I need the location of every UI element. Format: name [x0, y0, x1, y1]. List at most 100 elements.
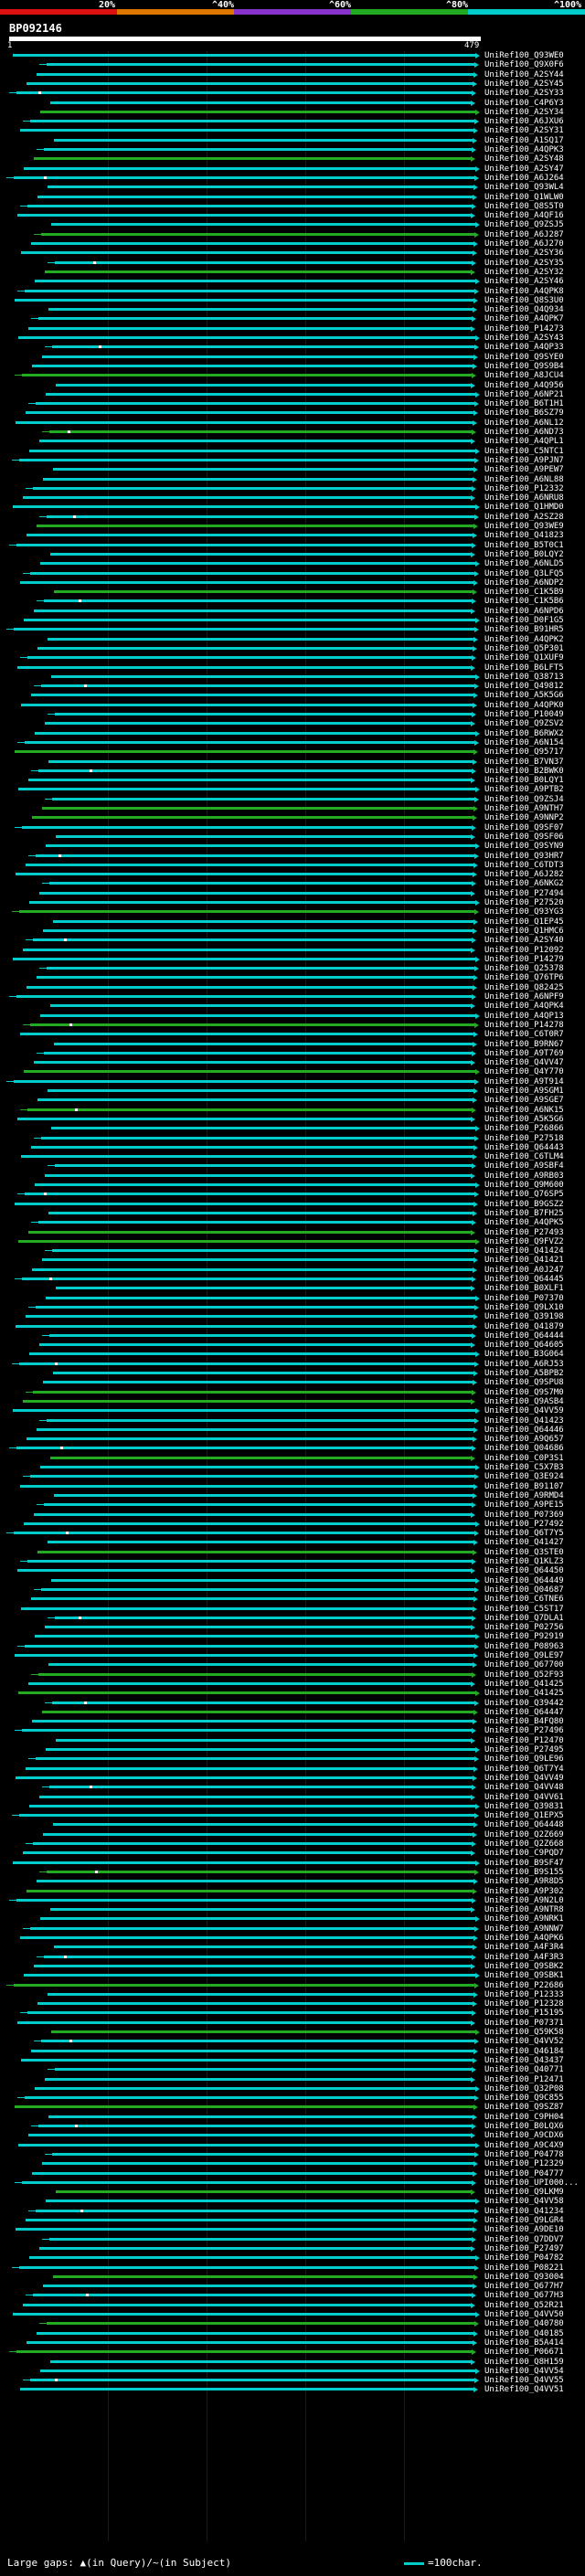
hit-row[interactable]: UniRef100_A4QP33: [0, 343, 585, 352]
hit-row[interactable]: UniRef100_B9GSZ2: [0, 1200, 585, 1209]
hit-label[interactable]: UniRef100_B91107: [484, 1482, 564, 1491]
hit-row[interactable]: UniRef100_Q8H159: [0, 2358, 585, 2367]
hit-label[interactable]: UniRef100_B0LQX6: [484, 2122, 564, 2131]
hit-label[interactable]: UniRef100_B3G064: [484, 1350, 564, 1359]
hit-label[interactable]: UniRef100_Q9ZSJ4: [484, 795, 564, 804]
hit-row[interactable]: UniRef100_A6RJ53: [0, 1360, 585, 1369]
hit-label[interactable]: UniRef100_Q9S9B4: [484, 362, 564, 371]
hit-row[interactable]: UniRef100_Q9ZSJ5: [0, 220, 585, 229]
hit-row[interactable]: UniRef100_Q25378: [0, 964, 585, 973]
hit-row[interactable]: UniRef100_A9RB03: [0, 1171, 585, 1181]
hit-label[interactable]: UniRef100_Q6T7Y5: [484, 1529, 564, 1538]
hit-label[interactable]: UniRef100_A2SY45: [484, 80, 564, 89]
hit-label[interactable]: UniRef100_Q1KLZ3: [484, 1557, 564, 1566]
hit-row[interactable]: UniRef100_A9NNP2: [0, 813, 585, 822]
hit-row[interactable]: UniRef100_A2SY44: [0, 70, 585, 80]
hit-label[interactable]: UniRef100_Q64449: [484, 1576, 564, 1585]
hit-row[interactable]: UniRef100_C9PQD7: [0, 1849, 585, 1858]
hit-row[interactable]: UniRef100_B5T0C1: [0, 541, 585, 550]
hit-label[interactable]: UniRef100_C4P6Y3: [484, 99, 564, 108]
hit-label[interactable]: UniRef100_Q4VV58: [484, 2197, 564, 2206]
hit-label[interactable]: UniRef100_A4QPK0: [484, 701, 564, 710]
hit-row[interactable]: UniRef100_A9P302: [0, 1887, 585, 1896]
hit-label[interactable]: UniRef100_A6NL12: [484, 419, 564, 428]
hit-label[interactable]: UniRef100_Q9ZSV2: [484, 719, 564, 728]
hit-row[interactable]: UniRef100_Q5P301: [0, 644, 585, 653]
hit-label[interactable]: UniRef100_B5A414: [484, 2338, 564, 2348]
hit-label[interactable]: UniRef100_Q38713: [484, 673, 564, 682]
hit-row[interactable]: UniRef100_A4QF16: [0, 211, 585, 220]
hit-label[interactable]: UniRef100_Q1XUF9: [484, 653, 564, 663]
hit-label[interactable]: UniRef100_Q04687: [484, 1585, 564, 1595]
hit-row[interactable]: UniRef100_A0J247: [0, 1266, 585, 1275]
hit-row[interactable]: UniRef100_Q9X0F6: [0, 60, 585, 69]
hit-row[interactable]: UniRef100_Q9SF07: [0, 823, 585, 832]
hit-row[interactable]: UniRef100_Q3E924: [0, 1472, 585, 1481]
hit-label[interactable]: UniRef100_A2SZ28: [484, 513, 564, 522]
hit-row[interactable]: UniRef100_Q93WE0: [0, 51, 585, 60]
hit-row[interactable]: UniRef100_Q32P08: [0, 2084, 585, 2094]
hit-row[interactable]: UniRef100_Q4VV55: [0, 2376, 585, 2385]
hit-row[interactable]: UniRef100_B3G064: [0, 1350, 585, 1359]
hit-row[interactable]: UniRef100_C6TDT3: [0, 861, 585, 870]
hit-row[interactable]: UniRef100_P12329: [0, 2159, 585, 2168]
hit-row[interactable]: UniRef100_Q9SBK1: [0, 1971, 585, 1980]
hit-label[interactable]: UniRef100_A2SY44: [484, 70, 564, 80]
hit-label[interactable]: UniRef100_A4QPK6: [484, 1934, 564, 1943]
hit-row[interactable]: UniRef100_Q6T7Y5: [0, 1529, 585, 1538]
hit-row[interactable]: UniRef100_A9PJN7: [0, 456, 585, 465]
hit-label[interactable]: UniRef100_A9SGE7: [484, 1096, 564, 1105]
hit-label[interactable]: UniRef100_Q4VV52: [484, 2037, 564, 2046]
hit-label[interactable]: UniRef100_Q93004: [484, 2273, 564, 2282]
hit-label[interactable]: UniRef100_C1K5B6: [484, 597, 564, 606]
hit-label[interactable]: UniRef100_A5BPB2: [484, 1369, 564, 1378]
hit-row[interactable]: UniRef100_Q9LKM9: [0, 2188, 585, 2197]
hit-row[interactable]: UniRef100_P07371: [0, 2019, 585, 2028]
hit-row[interactable]: UniRef100_B91HR5: [0, 625, 585, 634]
hit-label[interactable]: UniRef100_P27518: [484, 1134, 564, 1143]
hit-label[interactable]: UniRef100_Q41425: [484, 1689, 564, 1698]
hit-label[interactable]: UniRef100_Q677H7: [484, 2282, 564, 2291]
hit-row[interactable]: UniRef100_UPI000...: [0, 2178, 585, 2188]
hit-label[interactable]: UniRef100_B0XLF1: [484, 1284, 564, 1293]
hit-label[interactable]: UniRef100_Q4VV48: [484, 1783, 564, 1792]
hit-row[interactable]: UniRef100_C6T0R7: [0, 1030, 585, 1039]
hit-label[interactable]: UniRef100_A4QPL1: [484, 437, 564, 446]
hit-row[interactable]: UniRef100_A6NL88: [0, 475, 585, 484]
hit-label[interactable]: UniRef100_Q2Z668: [484, 1839, 564, 1849]
hit-row[interactable]: UniRef100_P12471: [0, 2075, 585, 2084]
hit-label[interactable]: UniRef100_B9GSZ2: [484, 1200, 564, 1209]
hit-row[interactable]: UniRef100_A9DE10: [0, 2225, 585, 2234]
hit-label[interactable]: UniRef100_Q64445: [484, 1275, 564, 1284]
hit-row[interactable]: UniRef100_D0F1G5: [0, 616, 585, 625]
hit-row[interactable]: UniRef100_Q64444: [0, 1331, 585, 1341]
hit-row[interactable]: UniRef100_P15195: [0, 2009, 585, 2018]
hit-label[interactable]: UniRef100_P22686: [484, 1981, 564, 1990]
hit-label[interactable]: UniRef100_P12328: [484, 1999, 564, 2009]
hit-row[interactable]: UniRef100_Q4VV47: [0, 1058, 585, 1067]
hit-label[interactable]: UniRef100_A6J287: [484, 230, 564, 239]
hit-row[interactable]: UniRef100_A6NLD5: [0, 559, 585, 568]
hit-label[interactable]: UniRef100_B6SZ79: [484, 408, 564, 418]
hit-label[interactable]: UniRef100_C0P3S1: [484, 1454, 564, 1463]
hit-row[interactable]: UniRef100_B9RN67: [0, 1040, 585, 1049]
hit-label[interactable]: UniRef100_C6T0R7: [484, 1030, 564, 1039]
hit-row[interactable]: UniRef100_Q9SYN9: [0, 842, 585, 851]
hit-label[interactable]: UniRef100_A6ND73: [484, 428, 564, 437]
hit-label[interactable]: UniRef100_Q93WE9: [484, 522, 564, 531]
hit-label[interactable]: UniRef100_Q7DDV7: [484, 2235, 564, 2244]
hit-row[interactable]: UniRef100_P02756: [0, 1623, 585, 1632]
hit-row[interactable]: UniRef100_A6NKG2: [0, 879, 585, 888]
hit-label[interactable]: UniRef100_B6T1H1: [484, 399, 564, 408]
hit-row[interactable]: UniRef100_A9NTR8: [0, 1905, 585, 1914]
hit-label[interactable]: UniRef100_A9NRK1: [484, 1914, 564, 1924]
hit-label[interactable]: UniRef100_B7VN37: [484, 758, 564, 767]
hit-label[interactable]: UniRef100_Q5P301: [484, 644, 564, 653]
hit-label[interactable]: UniRef100_A4QPK8: [484, 287, 564, 296]
hit-label[interactable]: UniRef100_Q9S7M0: [484, 1388, 564, 1397]
hit-label[interactable]: UniRef100_P27520: [484, 898, 564, 907]
hit-label[interactable]: UniRef100_B6RWX2: [484, 729, 564, 738]
hit-label[interactable]: UniRef100_Q1HMD0: [484, 503, 564, 512]
hit-label[interactable]: UniRef100_A4QPK2: [484, 635, 564, 644]
hit-label[interactable]: UniRef100_Q6T7Y4: [484, 1765, 564, 1774]
